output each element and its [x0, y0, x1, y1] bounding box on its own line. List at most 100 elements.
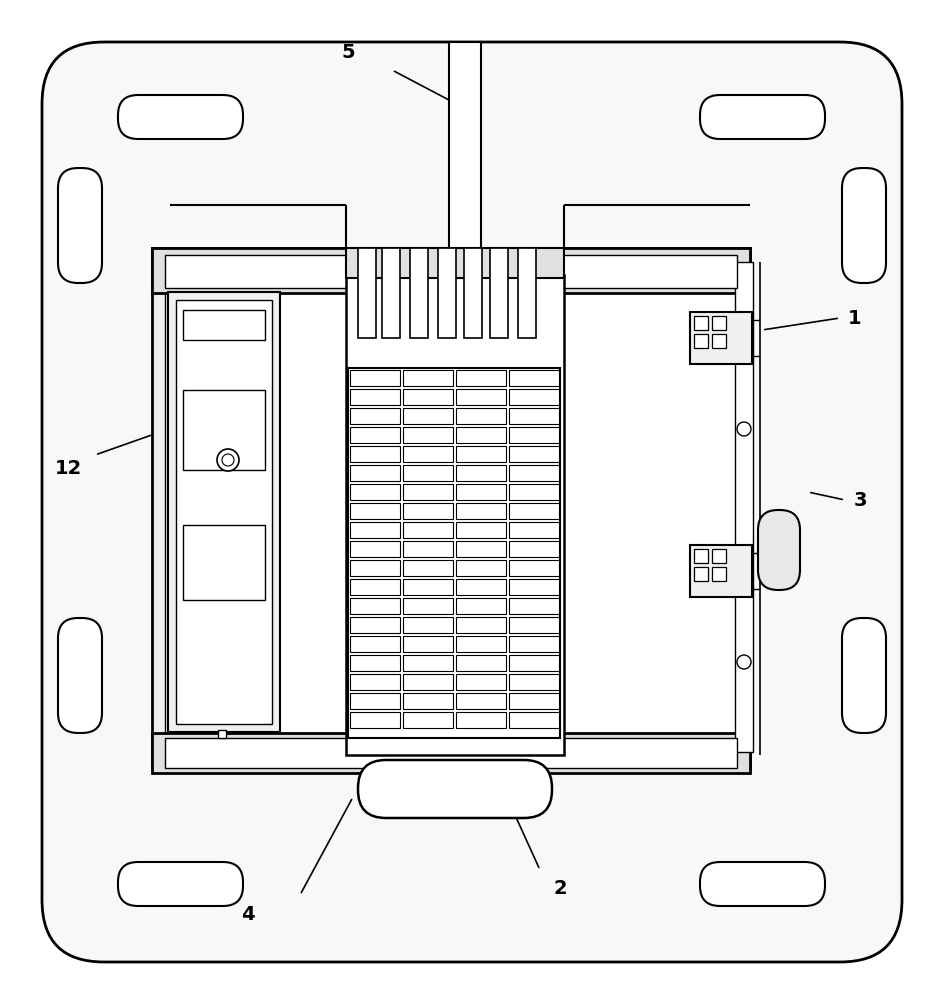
- Bar: [152, 248, 750, 768]
- Bar: [456, 560, 506, 576]
- Bar: [403, 655, 453, 671]
- Bar: [350, 636, 400, 652]
- Bar: [456, 389, 506, 405]
- Bar: [509, 446, 559, 462]
- Bar: [438, 248, 456, 338]
- Bar: [456, 674, 506, 690]
- Bar: [350, 503, 400, 519]
- FancyBboxPatch shape: [118, 862, 243, 906]
- Bar: [509, 560, 559, 576]
- Bar: [350, 617, 400, 633]
- FancyBboxPatch shape: [842, 168, 886, 283]
- Bar: [350, 579, 400, 595]
- Bar: [152, 248, 750, 293]
- Bar: [694, 334, 708, 348]
- Circle shape: [222, 454, 234, 466]
- FancyBboxPatch shape: [58, 618, 102, 733]
- Bar: [350, 712, 400, 728]
- Bar: [456, 408, 506, 424]
- Bar: [509, 541, 559, 557]
- FancyBboxPatch shape: [700, 862, 825, 906]
- Bar: [509, 484, 559, 500]
- Bar: [403, 370, 453, 386]
- FancyBboxPatch shape: [700, 95, 825, 139]
- Bar: [218, 730, 226, 738]
- Bar: [456, 655, 506, 671]
- Bar: [346, 248, 564, 278]
- Bar: [165, 255, 737, 288]
- Bar: [350, 408, 400, 424]
- FancyBboxPatch shape: [118, 95, 243, 139]
- Text: 2: 2: [553, 879, 566, 898]
- Bar: [350, 370, 400, 386]
- Bar: [350, 522, 400, 538]
- Bar: [168, 292, 280, 732]
- Bar: [509, 503, 559, 519]
- Text: 4: 4: [241, 906, 255, 924]
- Bar: [509, 465, 559, 481]
- Bar: [490, 248, 508, 338]
- Circle shape: [737, 422, 751, 436]
- Bar: [456, 541, 506, 557]
- Bar: [403, 427, 453, 443]
- Bar: [456, 617, 506, 633]
- Bar: [456, 446, 506, 462]
- Text: 3: 3: [853, 490, 867, 510]
- Bar: [690, 312, 752, 364]
- Bar: [176, 300, 272, 724]
- Bar: [350, 674, 400, 690]
- Bar: [509, 522, 559, 538]
- Bar: [403, 560, 453, 576]
- Text: 5: 5: [341, 42, 355, 62]
- Bar: [456, 693, 506, 709]
- Text: 12: 12: [55, 458, 81, 478]
- FancyBboxPatch shape: [758, 510, 800, 590]
- Bar: [350, 598, 400, 614]
- Bar: [350, 693, 400, 709]
- Text: 1: 1: [849, 308, 862, 328]
- Bar: [694, 549, 708, 563]
- Bar: [509, 370, 559, 386]
- FancyBboxPatch shape: [42, 42, 902, 962]
- Bar: [183, 525, 265, 600]
- Bar: [518, 248, 536, 338]
- Bar: [456, 503, 506, 519]
- Bar: [509, 408, 559, 424]
- Bar: [712, 567, 726, 581]
- Bar: [350, 446, 400, 462]
- Bar: [712, 549, 726, 563]
- Bar: [403, 503, 453, 519]
- Bar: [403, 541, 453, 557]
- Bar: [694, 567, 708, 581]
- Bar: [183, 390, 265, 470]
- Bar: [456, 522, 506, 538]
- Bar: [690, 545, 752, 597]
- Bar: [403, 465, 453, 481]
- Bar: [509, 598, 559, 614]
- Bar: [456, 484, 506, 500]
- Bar: [403, 408, 453, 424]
- Bar: [712, 334, 726, 348]
- Bar: [464, 248, 482, 338]
- Bar: [456, 427, 506, 443]
- Bar: [348, 368, 560, 738]
- Bar: [694, 316, 708, 330]
- Bar: [509, 389, 559, 405]
- Bar: [350, 427, 400, 443]
- Bar: [183, 310, 265, 340]
- Bar: [382, 248, 400, 338]
- Bar: [509, 427, 559, 443]
- Bar: [509, 693, 559, 709]
- Bar: [410, 248, 428, 338]
- Bar: [403, 598, 453, 614]
- Bar: [456, 465, 506, 481]
- Bar: [449, 42, 481, 248]
- Circle shape: [217, 449, 239, 471]
- Bar: [350, 465, 400, 481]
- Bar: [456, 712, 506, 728]
- Bar: [403, 712, 453, 728]
- Bar: [456, 370, 506, 386]
- Bar: [403, 389, 453, 405]
- Bar: [403, 446, 453, 462]
- Bar: [403, 522, 453, 538]
